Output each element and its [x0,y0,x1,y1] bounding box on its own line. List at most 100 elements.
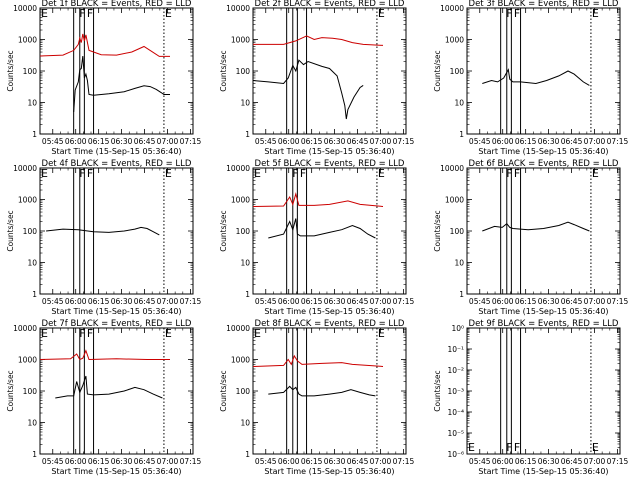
x-tick-label: 06:00 [492,297,514,306]
flag-label: F [87,7,93,20]
x-tick-label: 07:00 [584,137,606,146]
y-tick-label: 1000 [231,356,250,365]
x-tick-label: 06:00 [65,137,87,146]
y-tick-label: 1000 [445,36,464,45]
series-events-line [55,375,163,399]
y-tick-label: 10⁻¹ [447,345,464,354]
x-tick-label: 06:15 [301,137,323,146]
x-tick-label: 06:30 [538,297,560,306]
x-tick-label: 06:45 [347,297,369,306]
flag-label: F [79,167,85,180]
x-tick-label: 06:30 [538,457,560,466]
y-tick-label: 10 [27,419,37,428]
x-tick-label: 07:15 [180,137,202,146]
chart-panel-3: Det 3f BLACK = Events, RED = LLD 1 10 100 10… [433,0,628,156]
x-tick-label: 06:00 [278,137,300,146]
y-tick-label: 100 [450,67,465,76]
chart-panel-5: Det 5f BLACK = Events, RED = LLD 1 10 100 10… [219,159,414,316]
x-tick-label: 06:30 [324,137,346,146]
plot-frame [252,167,407,295]
flag-label: F [514,7,520,20]
x-tick-label: 06:45 [347,137,369,146]
flag-label: F [506,441,512,454]
x-tick-label: 06:00 [278,457,300,466]
y-tick-label: 10000 [226,164,250,173]
x-axis-label: Start Time (15-Sep-15 05:36:40) [264,147,394,156]
y-tick-label: 10000 [13,324,37,333]
y-tick-label: 10⁻⁵ [447,429,464,438]
x-tick-label: 06:15 [301,297,323,306]
x-tick-label: 07:15 [393,457,415,466]
y-tick-label: 10 [240,99,250,108]
x-tick-label: 05:45 [42,137,64,146]
flag-label: F [506,167,512,180]
y-tick-label: 1 [245,450,250,459]
chart-panel-7: Det 7f BLACK = Events, RED = LLD 1 10 100 10… [6,319,201,476]
plot-frame [466,327,621,455]
series-events-line [268,218,376,239]
x-tick-label: 05:45 [42,297,64,306]
x-tick-label: 07:15 [607,457,629,466]
y-tick-label: 100 [450,227,465,236]
x-tick-label: 05:45 [42,457,64,466]
chart-panel-8: Det 8f BLACK = Events, RED = LLD 1 10 100 10… [219,319,414,476]
y-tick-label: 10 [240,259,250,268]
x-tick-label: 06:45 [134,137,156,146]
x-tick-label: 06:15 [88,137,110,146]
x-tick-label: 07:15 [607,297,629,306]
chart-panel-1: Det 1f BLACK = Events, RED = LLD 1 10 100 10… [6,0,201,156]
y-tick-label: 10000 [13,164,37,173]
y-tick-label: 1 [32,130,37,139]
flag-label: E [592,7,599,20]
plot-frame [39,327,194,455]
x-tick-label: 06:15 [88,297,110,306]
x-tick-label: 05:45 [255,457,277,466]
flag-label: E [378,167,385,180]
flag-label: F [87,167,93,180]
series-lld-line [253,35,384,46]
y-tick-label: 10000 [226,4,250,13]
chart-panel-2: Det 2f BLACK = Events, RED = LLD 1 10 100 10… [219,0,414,156]
flag-label: F [292,167,298,180]
y-tick-label: 10 [454,99,464,108]
y-axis-label: Counts/sec [6,210,15,251]
chart-title: Det 2f BLACK = Events, RED = LLD [255,0,405,9]
chart-title: Det 1f BLACK = Events, RED = LLD [42,0,192,9]
x-tick-label: 05:45 [469,137,491,146]
x-tick-label: 06:45 [561,297,583,306]
y-tick-label: 10⁰ [451,324,464,333]
x-axis-label: Start Time (15-Sep-15 05:36:40) [51,147,181,156]
flag-label: E [592,167,599,180]
x-tick-label: 07:00 [157,137,179,146]
y-tick-label: 1 [245,130,250,139]
x-tick-label: 06:00 [65,457,87,466]
y-axis-label: Counts/sec [219,370,228,411]
chart-title: Det 3f BLACK = Events, RED = LLD [469,0,619,9]
x-tick-label: 07:15 [393,137,415,146]
flag-label: F [300,167,306,180]
x-tick-label: 06:15 [301,457,323,466]
series-lld-line [39,33,170,57]
chart-title: Det 4f BLACK = Events, RED = LLD [42,159,192,169]
flag-label: F [514,441,520,454]
y-tick-label: 10000 [226,324,250,333]
y-tick-label: 1 [32,290,37,299]
x-tick-label: 06:30 [111,137,133,146]
plot-frame [466,167,621,295]
y-axis-label: Counts/sec [6,370,15,411]
series-lld-line [39,349,170,361]
y-tick-label: 100 [23,387,38,396]
y-tick-label: 10 [27,259,37,268]
series-lld-line [252,354,384,367]
plot-frame [466,7,621,135]
y-tick-label: 10 [27,99,37,108]
x-axis-label: Start Time (15-Sep-15 05:36:40) [478,307,608,316]
x-axis-label: Start Time (15-Sep-15 05:36:40) [478,467,608,476]
x-tick-label: 07:15 [180,297,202,306]
x-tick-label: 06:15 [515,137,537,146]
y-tick-label: 1000 [231,196,250,205]
flag-label: E [378,327,385,340]
flag-label: E [41,327,48,340]
series-lld-line [252,192,384,207]
